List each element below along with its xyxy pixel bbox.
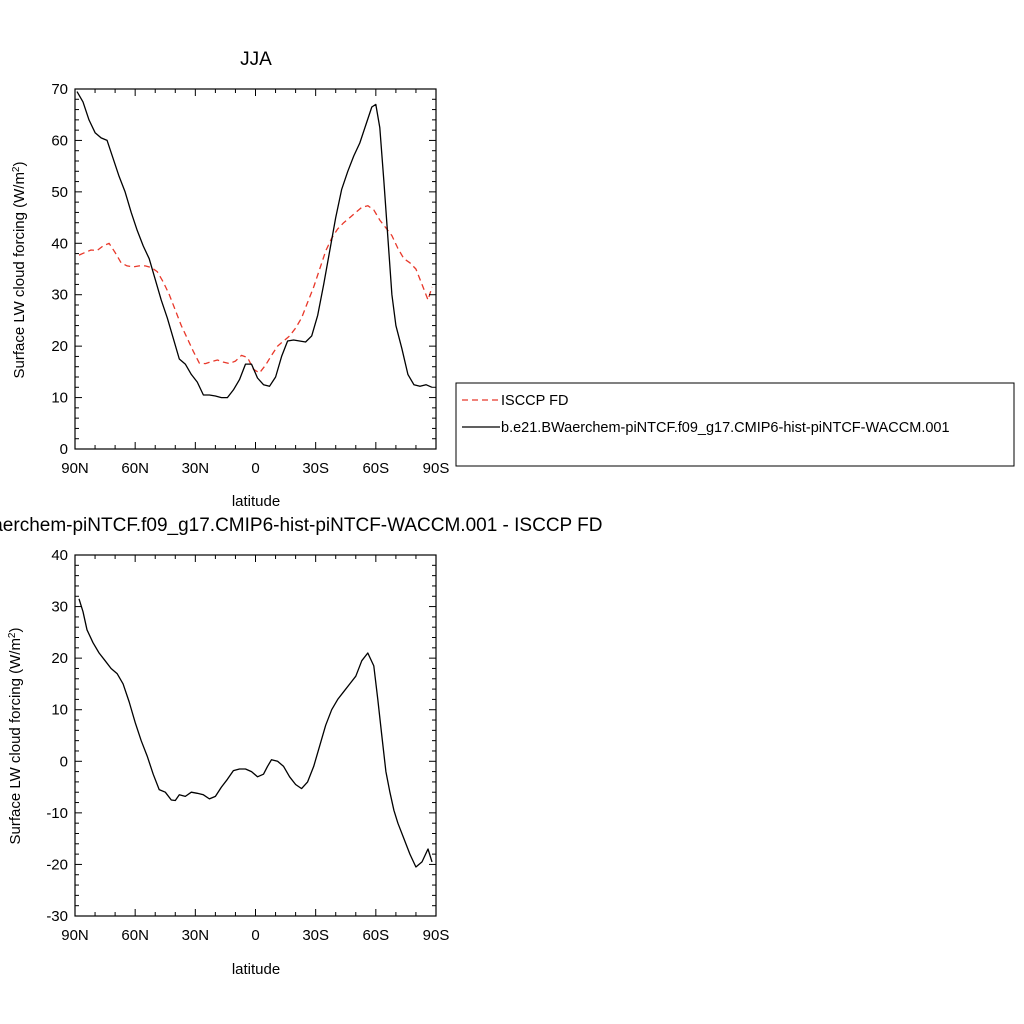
top-y-tick-label: 20 — [51, 338, 68, 355]
bottom-chart-title: b.e21.BWaerchem-piNTCF.f09_g17.CMIP6-his… — [0, 515, 602, 536]
top-series-line-1 — [76, 91, 433, 399]
bottom-y-tick-label: -10 — [46, 805, 68, 822]
top-x-tick-label: 30S — [302, 460, 329, 477]
legend: ISCCP FD b.e21.BWaerchem-piNTCF.f09_g17.… — [455, 382, 1015, 467]
top-y-tick-label: 70 — [51, 81, 68, 98]
bottom-y-tick-label: 20 — [51, 650, 68, 667]
top-x-tick-label: 90S — [423, 460, 450, 477]
bottom-y-axis-label: Surface LW cloud forcing (W/m2) — [7, 627, 25, 844]
bottom-y-tick-label: -20 — [46, 856, 68, 873]
bottom-y-tick-label: 0 — [60, 753, 68, 770]
top-y-tick-label: 60 — [51, 132, 68, 149]
bottom-x-tick-label: 30N — [182, 927, 210, 944]
top-y-axis-label: Surface LW cloud forcing (W/m2) — [11, 161, 29, 378]
top-panel: JJA 90N 60N 30N 0 30S 60S 90S 0 10 20 30 40 50 60 70 l… — [11, 49, 450, 510]
bottom-x-tick-label: 90S — [423, 927, 450, 944]
top-y-tick-label: 0 — [60, 441, 68, 458]
top-x-tick-label: 60N — [121, 460, 149, 477]
top-y-tick-label: 40 — [51, 235, 68, 252]
top-chart-title: JJA — [240, 49, 272, 70]
bottom-y-tick-label: 30 — [51, 599, 68, 616]
legend-label-isccp: ISCCP FD — [501, 393, 568, 409]
top-x-tick-label: 90N — [61, 460, 89, 477]
top-y-tick-label: 50 — [51, 184, 68, 201]
top-x-tick-label: 30N — [182, 460, 210, 477]
bottom-panel: b.e21.BWaerchem-piNTCF.f09_g17.CMIP6-his… — [0, 515, 602, 978]
top-series-line-0 — [78, 205, 433, 374]
top-x-axis-label: latitude — [232, 493, 280, 510]
bottom-y-tick-label: 40 — [51, 547, 68, 564]
bottom-y-tick-label: -30 — [46, 908, 68, 925]
top-y-tick-label: 10 — [51, 390, 68, 407]
bottom-x-tick-label: 60N — [121, 927, 149, 944]
bottom-x-tick-label: 90N — [61, 927, 89, 944]
top-x-tick-label: 60S — [362, 460, 389, 477]
bottom-series-line-0 — [78, 598, 433, 868]
top-y-tick-label: 30 — [51, 287, 68, 304]
top-x-tick-label: 0 — [251, 460, 259, 477]
bottom-x-tick-label: 60S — [362, 927, 389, 944]
bottom-x-axis-label: latitude — [232, 961, 280, 978]
top-plot-area: 90N 60N 30N 0 30S 60S 90S 0 10 20 30 40 50 60 70 — [51, 81, 449, 477]
bottom-y-tick-label: 10 — [51, 702, 68, 719]
bottom-plot-area: 90N 60N 30N 0 30S 60S 90S -30 -20 -10 0 10 20 30 40 — [46, 547, 449, 944]
top-plot-frame — [74, 88, 437, 450]
bottom-x-tick-label: 30S — [302, 927, 329, 944]
legend-box — [455, 382, 1015, 467]
bottom-x-tick-label: 0 — [251, 927, 259, 944]
legend-label-model: b.e21.BWaerchem-piNTCF.f09_g17.CMIP6-his… — [501, 420, 950, 436]
